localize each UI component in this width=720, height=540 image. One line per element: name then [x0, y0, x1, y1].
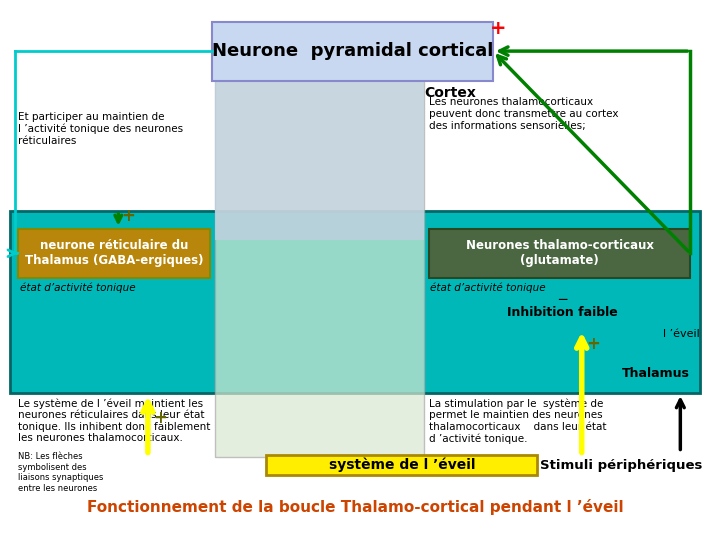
Text: +: + [490, 19, 506, 38]
Bar [266, 455, 537, 475]
Text: ─: ─ [558, 293, 566, 307]
Text: état d’activité tonique: état d’activité tonique [19, 282, 135, 293]
Text: Cortex: Cortex [424, 85, 476, 99]
Text: Fonctionnement de la boucle Thalamo-cortical pendant l ’éveil: Fonctionnement de la boucle Thalamo-cort… [86, 498, 624, 515]
Text: +: + [121, 207, 135, 225]
Text: système de l ’éveil: système de l ’éveil [328, 458, 475, 472]
Text: Inhibition faible: Inhibition faible [507, 306, 617, 319]
Text: Le système de l ’éveil maintient les
neurones réticulaires dans leur état
toniqu: Le système de l ’éveil maintient les neu… [18, 398, 210, 443]
Text: Les neurones thalamocorticaux
peuvent donc transmettre au cortex
des information: Les neurones thalamocorticaux peuvent do… [429, 97, 618, 131]
Text: Stimuli périphériques: Stimuli périphériques [540, 458, 703, 472]
Text: Et participer au maintien de
l ’activité tonique des neurones
réticulaires: Et participer au maintien de l ’activité… [18, 112, 183, 146]
Text: NB: Les flèches
symbolisent des
liaisons synaptiques
entre les neurones: NB: Les flèches symbolisent des liaisons… [18, 453, 103, 492]
Bar [429, 228, 690, 278]
Bar [18, 228, 210, 278]
Text: +: + [153, 409, 167, 427]
Text: +: + [587, 335, 600, 353]
Text: Neurones thalamo-corticaux
(glutamate): Neurones thalamo-corticaux (glutamate) [466, 239, 654, 267]
Text: Neurone  pyramidal cortical: Neurone pyramidal cortical [212, 42, 493, 60]
Text: Thalamus: Thalamus [622, 367, 690, 380]
Text: état d’activité tonique: état d’activité tonique [430, 282, 546, 293]
Text: neurone réticulaire du
Thalamus (GABA-ergiques): neurone réticulaire du Thalamus (GABA-er… [24, 239, 203, 267]
Bar [215, 73, 424, 240]
Bar [10, 211, 700, 393]
Text: La stimulation par le  système de
permet le maintien des neurones
thalamocortica: La stimulation par le système de permet … [429, 398, 606, 444]
Text: l ’éveil: l ’éveil [663, 329, 700, 339]
Bar [212, 22, 493, 80]
Bar [215, 73, 424, 457]
